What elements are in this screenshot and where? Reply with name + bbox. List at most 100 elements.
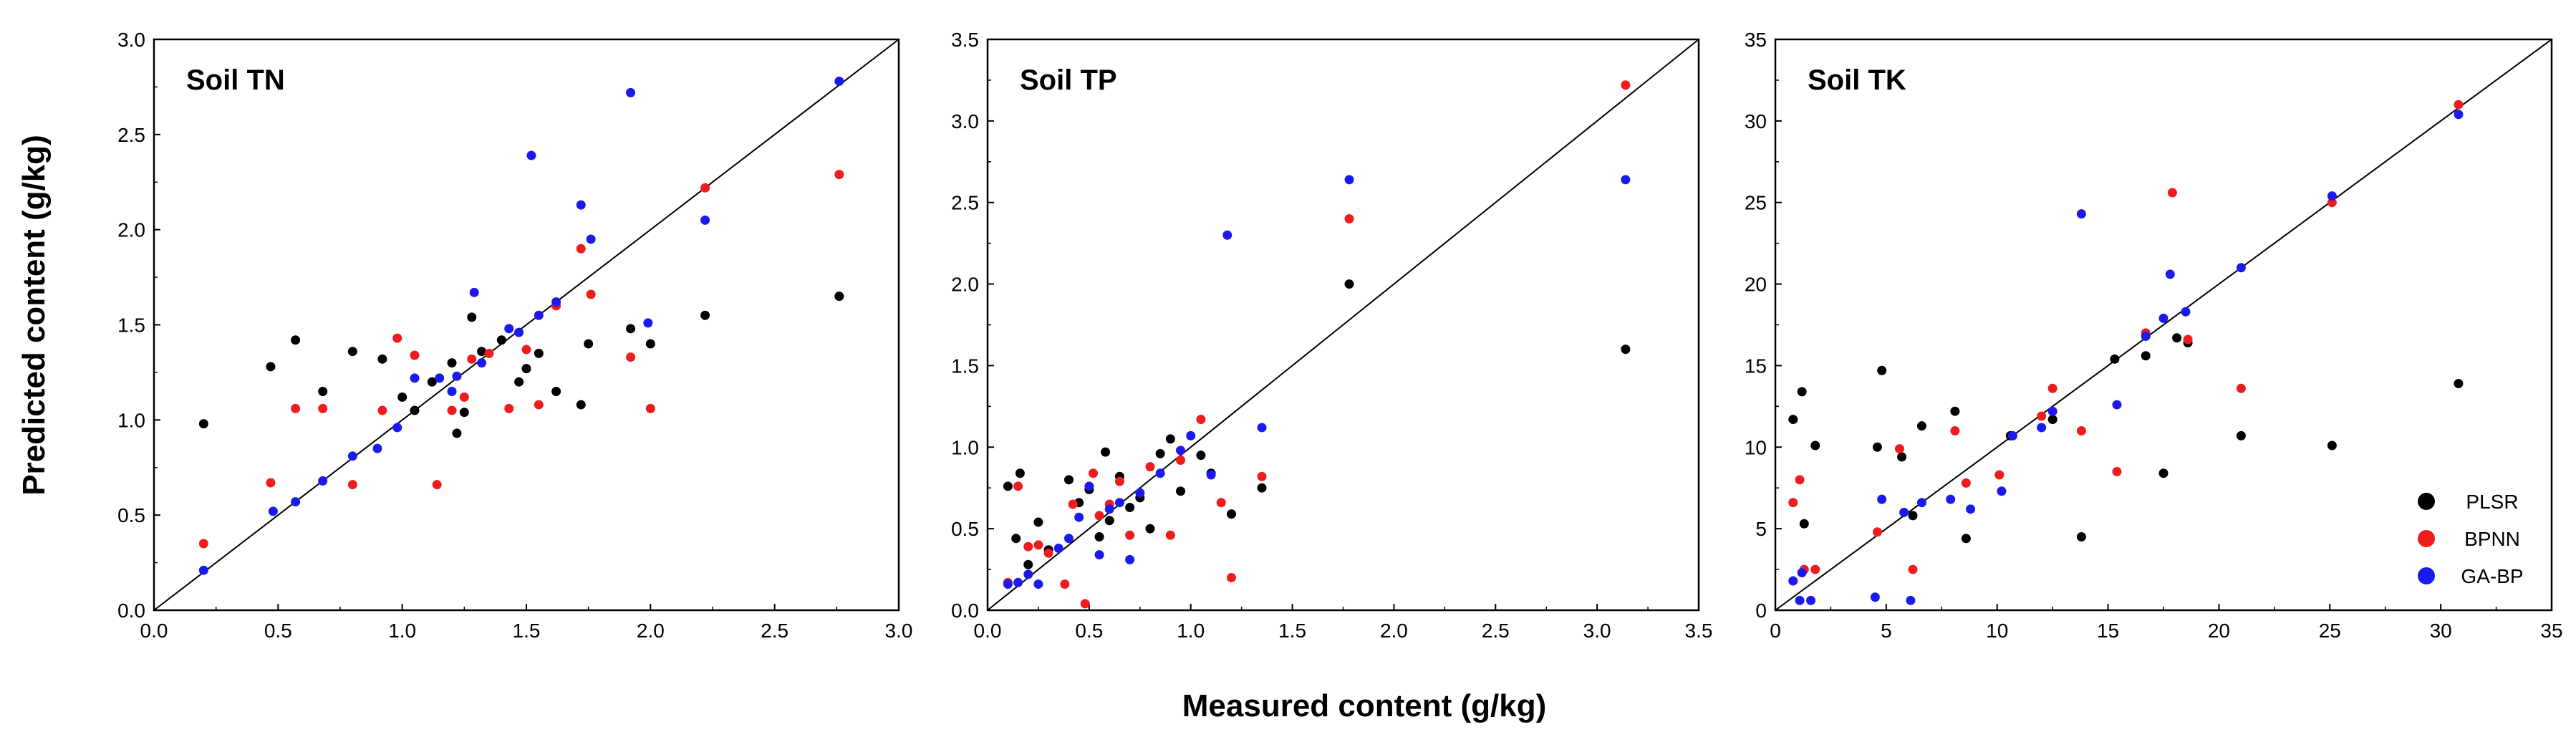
data-point-ga-bp [514, 327, 524, 337]
data-point-ga-bp [504, 324, 514, 334]
x-tick-label: 1.0 [388, 620, 416, 642]
y-tick-label: 0.0 [117, 599, 145, 622]
x-tick-label: 25 [2319, 620, 2341, 642]
data-point-ga-bp [469, 287, 479, 297]
legend-label-bpnn: BPNN [2464, 528, 2520, 550]
data-point-bpnn [392, 333, 402, 343]
series-bpnn [1788, 100, 2464, 574]
data-point-plsr [1063, 475, 1074, 485]
data-point-bpnn [1810, 564, 1820, 574]
data-point-plsr [477, 347, 487, 357]
y-tick-label: 3.0 [951, 110, 979, 133]
data-point-plsr [291, 335, 301, 345]
data-point-ga-bp [2112, 400, 2122, 410]
data-point-bpnn [1788, 498, 1798, 508]
data-point-plsr [427, 377, 437, 387]
data-point-bpnn [1894, 444, 1904, 454]
data-point-bpnn [2454, 100, 2464, 110]
x-tick-label: 1.5 [1278, 620, 1306, 642]
y-tick-label: 1.5 [117, 314, 145, 337]
data-point-plsr [1125, 503, 1135, 513]
data-point-plsr [1145, 524, 1155, 534]
panel-title: Soil TP [1020, 64, 1117, 96]
y-tick-label: 0.5 [117, 504, 145, 526]
data-point-plsr [2172, 333, 2182, 343]
data-point-bpnn [576, 244, 586, 254]
data-point-ga-bp [198, 565, 208, 575]
y-tick-label: 0 [1755, 599, 1767, 622]
data-point-plsr [2141, 351, 2151, 361]
data-point-plsr [1961, 534, 1971, 544]
data-point-ga-bp [1003, 579, 1013, 589]
data-point-plsr [2076, 532, 2086, 542]
data-point-bpnn [432, 480, 442, 490]
data-point-ga-bp [1114, 498, 1124, 508]
data-point-ga-bp [372, 443, 382, 453]
data-point-ga-bp [534, 310, 544, 320]
legend-label-plsr: PLSR [2466, 491, 2518, 513]
data-point-ga-bp [1023, 569, 1033, 579]
y-tick-label: 2.5 [117, 124, 145, 146]
data-point-ga-bp [410, 373, 420, 383]
data-point-bpnn [700, 183, 710, 193]
panel-soil-tk: 00 5 5 10 10 15 15 20 20 25 25 30 30 35 35 Soil TK [1745, 29, 2563, 642]
y-tick-label: 20 [1745, 274, 1767, 296]
data-point-ga-bp [2037, 423, 2047, 433]
data-point-ga-bp [1906, 595, 1916, 605]
data-point-ga-bp [1135, 488, 1145, 498]
data-point-ga-bp [1877, 494, 1887, 504]
data-point-plsr [266, 362, 276, 372]
x-tick-label: 3.0 [885, 620, 913, 642]
data-point-plsr [1897, 452, 1907, 462]
data-point-ga-bp [2076, 209, 2086, 219]
data-point-ga-bp [1870, 592, 1880, 602]
data-point-ga-bp [2181, 307, 2191, 317]
data-point-bpnn [1033, 540, 1043, 550]
data-point-bpnn [447, 405, 457, 415]
one-to-one-line [153, 39, 899, 611]
data-point-plsr [1799, 519, 1809, 529]
y-tick-label: 2.5 [951, 192, 979, 214]
data-point-bpnn [1043, 548, 1053, 558]
data-point-bpnn [834, 170, 844, 180]
y-tick-label: 3.0 [117, 29, 145, 51]
x-tick-label: 5 [1881, 620, 1892, 642]
data-point-bpnn [1068, 499, 1078, 509]
y-tick-label: 2.0 [117, 219, 145, 241]
data-point-bpnn [2037, 411, 2047, 421]
x-tick-label: 2.0 [1380, 620, 1408, 642]
x-tick-label: 1.0 [1177, 620, 1205, 642]
data-point-ga-bp [1094, 550, 1104, 560]
data-point-plsr [1101, 447, 1111, 457]
series-ga-bp [198, 76, 844, 575]
data-point-ga-bp [1899, 507, 1909, 517]
x-tick-label: 2.0 [637, 620, 665, 642]
data-point-plsr [1916, 421, 1926, 431]
data-point-plsr [521, 364, 531, 374]
data-point-plsr [452, 428, 462, 438]
data-point-bpnn [347, 480, 357, 490]
data-point-ga-bp [1916, 498, 1926, 508]
data-point-plsr [2236, 430, 2246, 440]
series-plsr [198, 292, 844, 438]
series-plsr [1788, 333, 2464, 544]
data-point-ga-bp [551, 297, 561, 307]
data-point-ga-bp [1074, 512, 1084, 522]
data-point-plsr [1196, 451, 1206, 461]
data-point-ga-bp [586, 234, 596, 244]
data-point-bpnn [1125, 530, 1135, 540]
data-point-plsr [1226, 509, 1236, 519]
x-tick-label: 0.5 [1075, 620, 1103, 642]
data-point-ga-bp [1155, 468, 1165, 478]
data-point-bpnn [1145, 462, 1155, 472]
data-point-ga-bp [1206, 470, 1216, 480]
y-tick-label: 0.5 [951, 518, 979, 540]
x-tick-label: 20 [2208, 620, 2230, 642]
data-point-ga-bp [2165, 269, 2175, 279]
data-point-bpnn [626, 352, 636, 362]
data-point-ga-bp [268, 506, 278, 516]
data-point-ga-bp [1084, 481, 1094, 491]
data-point-bpnn [2167, 188, 2177, 198]
y-axis-title: Predicted content (g/kg) [16, 135, 52, 496]
